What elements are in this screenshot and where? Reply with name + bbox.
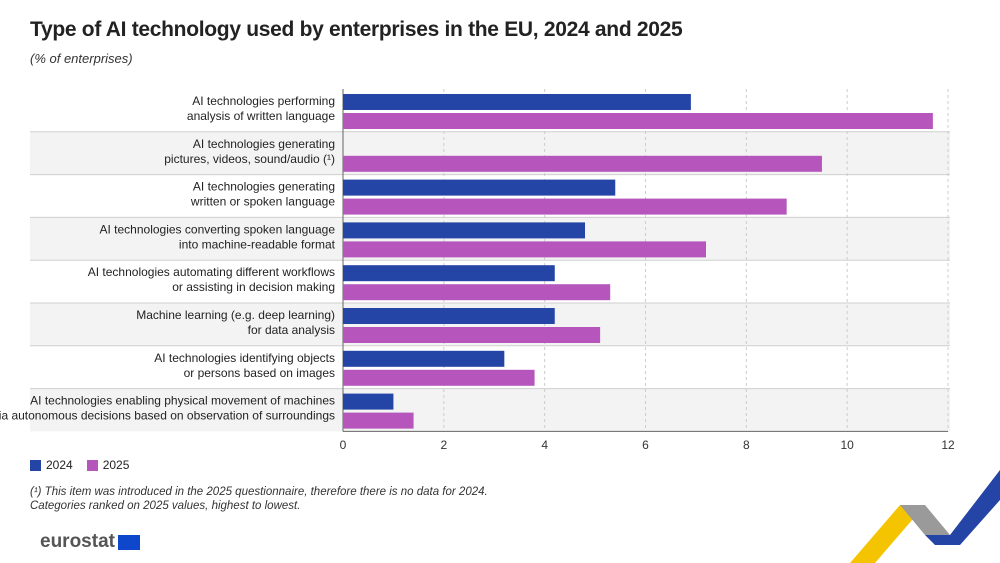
chart-subtitle: (% of enterprises): [30, 51, 133, 66]
bar-2024: [343, 393, 394, 410]
bar-2025: [343, 284, 611, 301]
bar-2024: [343, 94, 691, 110]
x-tick-label: 10: [840, 438, 854, 452]
x-tick-label: 12: [941, 438, 955, 452]
bar-2024: [343, 179, 616, 196]
legend-item-2024: 2024: [30, 458, 73, 472]
legend-label: 2024: [46, 458, 73, 472]
category-label: AI technologies generating: [193, 180, 335, 194]
eurostat-logo: eurostat: [40, 531, 140, 553]
bar-2025: [343, 327, 601, 343]
x-tick-label: 2: [440, 438, 447, 452]
category-label: AI technologies generating: [193, 137, 335, 151]
category-label: AI technologies automating different wor…: [88, 265, 335, 279]
footnotes: (¹) This item was introduced in the 2025…: [30, 485, 488, 513]
bar-2025: [343, 241, 706, 258]
eu-flag-icon: [117, 534, 140, 550]
category-label: written or spoken language: [190, 195, 335, 209]
category-label: for data analysis: [248, 323, 335, 337]
legend-item-2025: 2025: [86, 458, 130, 472]
logo-text: eurostat: [40, 531, 115, 552]
bar-2024: [343, 308, 555, 324]
row-band: [30, 388, 950, 432]
bar-2025: [343, 198, 787, 215]
footnote-2: Categories ranked on 2025 values, highes…: [30, 500, 301, 512]
category-label: AI technologies converting spoken langua…: [100, 222, 336, 236]
bar-2025: [343, 155, 822, 172]
category-label: Machine learning (e.g. deep learning): [136, 308, 335, 322]
x-tick-label: 6: [642, 438, 649, 452]
category-label: AI technologies performing: [192, 94, 335, 108]
category-label: into machine-readable format: [179, 237, 336, 251]
bar-2024: [343, 350, 505, 367]
bar-2025: [343, 369, 535, 386]
category-label: AI technologies enabling physical moveme…: [30, 394, 335, 408]
decorative-corner-graphic: [850, 470, 1000, 563]
category-label: via autonomous decisions based on observ…: [0, 409, 335, 423]
x-tick-label: 0: [340, 438, 347, 452]
category-label: or persons based on images: [184, 366, 335, 380]
x-tick-label: 4: [541, 438, 548, 452]
footnote-1: (¹) This item was introduced in the 2025…: [30, 486, 488, 498]
legend-swatch: [30, 459, 41, 471]
legend-swatch: [86, 459, 98, 471]
category-label: analysis of written language: [187, 109, 335, 123]
bar-2024: [343, 265, 555, 282]
category-label: pictures, videos, sound/audio (¹): [164, 152, 335, 166]
legend-label: 2025: [102, 458, 130, 472]
x-tick-label: 8: [743, 438, 750, 452]
category-label: or assisting in decision making: [172, 280, 335, 294]
category-label: AI technologies identifying objects: [154, 351, 335, 365]
legend: 2024 2025: [30, 458, 129, 472]
bar-2025: [343, 412, 414, 429]
bar-2025: [343, 113, 933, 129]
chart-title: Type of AI technology used by enterprise…: [30, 18, 683, 41]
bar-2024: [343, 222, 585, 239]
